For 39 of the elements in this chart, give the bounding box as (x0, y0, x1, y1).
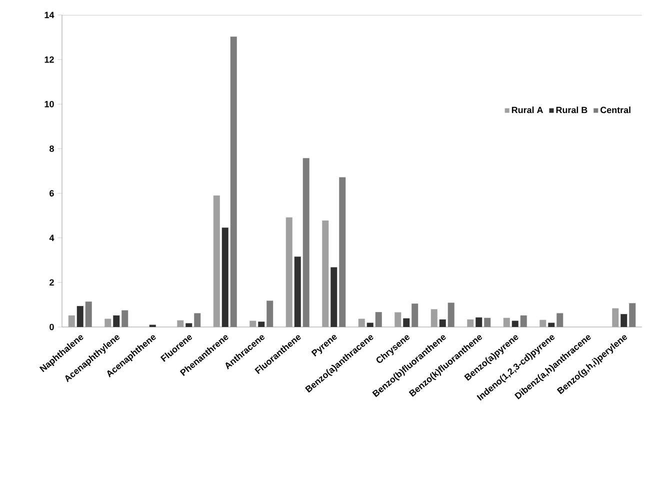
legend-label: Rural A (512, 106, 543, 114)
bar (394, 312, 402, 327)
bar (322, 220, 329, 327)
y-tick-label: 14 (44, 12, 54, 18)
bar (258, 322, 265, 327)
bar (503, 318, 510, 327)
bar (330, 267, 338, 327)
bar (366, 322, 374, 327)
bar (430, 309, 438, 327)
y-tick-label: 4 (49, 234, 54, 241)
y-tick-label: 10 (44, 100, 54, 108)
bar (548, 322, 555, 327)
bar (177, 320, 184, 327)
bar (620, 314, 628, 327)
bar (104, 318, 112, 327)
y-tick-label: 8 (50, 146, 54, 152)
bar (358, 318, 365, 327)
bar (76, 306, 84, 327)
bar (250, 320, 256, 327)
bar (467, 319, 474, 327)
y-tick-label: 2 (50, 279, 54, 286)
y-tick-label: 12 (44, 56, 54, 63)
bar (68, 315, 75, 327)
legend-label: Central (600, 106, 630, 114)
bar (294, 256, 301, 327)
bar (540, 320, 546, 327)
legend-label: Rural B (556, 106, 588, 114)
bar (476, 317, 482, 327)
y-tick-label: 0 (50, 324, 54, 330)
bar (213, 196, 220, 327)
bar (113, 315, 120, 327)
bar (439, 319, 446, 327)
bar (512, 320, 518, 327)
bar (186, 323, 192, 327)
bar (612, 308, 619, 327)
bar (286, 217, 292, 327)
bar (222, 228, 228, 327)
y-tick-label: 6 (50, 190, 54, 196)
bar (403, 318, 410, 327)
